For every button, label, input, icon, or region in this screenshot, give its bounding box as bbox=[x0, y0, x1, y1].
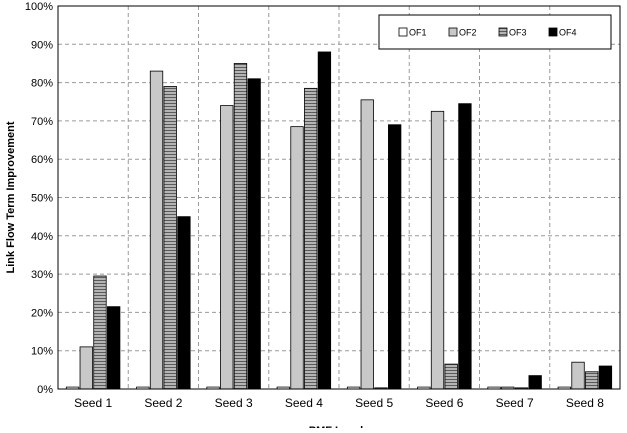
bar-of4-seed-7 bbox=[528, 375, 542, 390]
legend-box bbox=[378, 14, 612, 50]
y-tick-label: 10% bbox=[31, 346, 53, 358]
x-tick-label: Seed 2 bbox=[144, 396, 182, 410]
bar-of2-seed-2 bbox=[149, 70, 164, 390]
x-tick-label: Seed 4 bbox=[285, 396, 323, 410]
legend-label-of1: OF1 bbox=[409, 28, 427, 38]
bars bbox=[65, 51, 613, 390]
y-axis-title: Link Flow Term Improvement bbox=[5, 121, 17, 273]
gridlines bbox=[58, 5, 620, 389]
y-tick-label: 60% bbox=[31, 154, 53, 166]
bar-of3-seed-3 bbox=[233, 63, 248, 390]
x-tick-label: Seed 8 bbox=[566, 396, 604, 410]
legend: OF1 OF2 OF3 OF4 bbox=[378, 14, 612, 50]
y-tick-label: 80% bbox=[31, 78, 53, 90]
y-tick-label: 30% bbox=[31, 269, 53, 281]
bar-of4-seed-1 bbox=[107, 306, 121, 390]
bar-of3-seed-8 bbox=[585, 371, 599, 390]
bar-of3-seed-1 bbox=[93, 275, 107, 390]
bar-of3-seed-2 bbox=[163, 86, 177, 390]
legend-swatch-of2 bbox=[448, 27, 458, 37]
legend-label-of3: OF3 bbox=[509, 28, 527, 38]
y-tick-label: 100% bbox=[25, 1, 53, 13]
y-tick-label: 0% bbox=[37, 384, 53, 396]
bar-of2-seed-5 bbox=[360, 99, 374, 390]
labels: 0% 10% 20% 30% 40% 50% 60% 70% 80% 90% 100% Seed 1 S… bbox=[5, 1, 604, 433]
bar-of2-seed-1 bbox=[79, 346, 93, 390]
bar-of2-seed-6 bbox=[430, 110, 445, 390]
y-tick-label: 90% bbox=[31, 39, 53, 51]
bar-of2-seed-8 bbox=[571, 361, 585, 390]
bar-of3-seed-4 bbox=[304, 87, 318, 390]
y-tick-label: 40% bbox=[31, 231, 53, 243]
x-tick-label: Seed 6 bbox=[425, 396, 463, 410]
x-tick-label: Seed 7 bbox=[496, 396, 534, 410]
bar-of4-seed-6 bbox=[458, 103, 472, 390]
x-tick-label: Seed 1 bbox=[74, 396, 112, 410]
bar-of4-seed-2 bbox=[177, 216, 191, 390]
bar-of4-seed-3 bbox=[247, 78, 261, 390]
legend-swatch-of1 bbox=[398, 27, 408, 37]
y-tick-label: 50% bbox=[31, 193, 53, 205]
y-tick-label: 70% bbox=[31, 116, 53, 128]
bar-of3-seed-6 bbox=[444, 363, 458, 390]
bar-of4-seed-8 bbox=[598, 365, 613, 390]
legend-label-of2: OF2 bbox=[459, 28, 477, 38]
y-tick-label: 20% bbox=[31, 307, 53, 319]
bar-of2-seed-3 bbox=[220, 105, 234, 390]
x-tick-label: Seed 5 bbox=[355, 396, 393, 410]
bar-of4-seed-4 bbox=[317, 51, 332, 390]
x-tick-label: Seed 3 bbox=[215, 396, 253, 410]
legend-swatch-of3 bbox=[498, 27, 508, 37]
legend-swatch-of4 bbox=[548, 27, 558, 37]
bar-of2-seed-4 bbox=[290, 126, 304, 390]
axes bbox=[57, 5, 621, 390]
bar-of4-seed-5 bbox=[388, 124, 402, 390]
legend-label-of4: OF4 bbox=[559, 28, 577, 38]
plot-area-border bbox=[57, 5, 621, 390]
